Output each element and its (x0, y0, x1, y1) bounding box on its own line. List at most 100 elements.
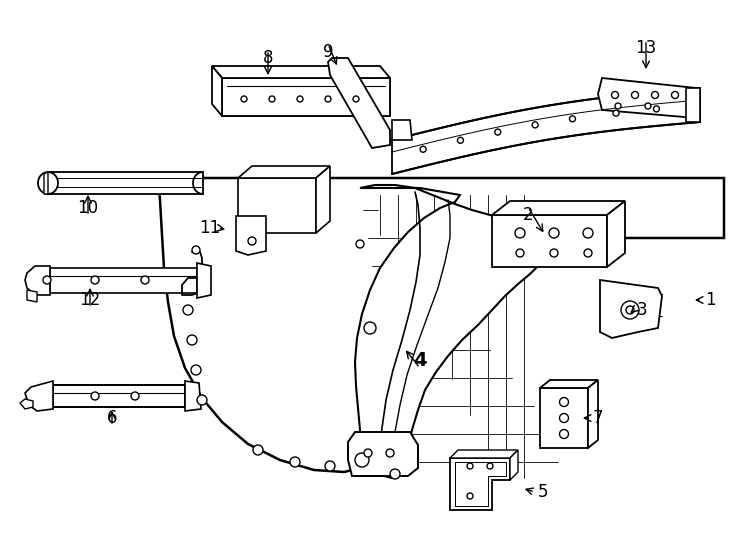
Circle shape (583, 228, 593, 238)
Polygon shape (607, 201, 625, 267)
Polygon shape (53, 385, 185, 407)
Polygon shape (450, 450, 518, 458)
Polygon shape (236, 216, 266, 255)
Circle shape (559, 397, 569, 407)
Polygon shape (540, 388, 588, 448)
Polygon shape (316, 166, 330, 233)
Circle shape (253, 445, 263, 455)
Polygon shape (392, 120, 412, 140)
Circle shape (672, 91, 678, 98)
Circle shape (611, 91, 619, 98)
Circle shape (192, 246, 200, 254)
Circle shape (325, 461, 335, 471)
Circle shape (559, 414, 569, 422)
Circle shape (364, 322, 376, 334)
Circle shape (353, 96, 359, 102)
Circle shape (645, 103, 651, 109)
Text: 9: 9 (323, 43, 333, 61)
Circle shape (269, 96, 275, 102)
Polygon shape (222, 78, 390, 116)
Text: 7: 7 (593, 409, 603, 427)
Polygon shape (185, 381, 201, 411)
Text: 12: 12 (79, 291, 101, 309)
Circle shape (91, 276, 99, 284)
Polygon shape (686, 88, 700, 122)
Circle shape (532, 122, 538, 128)
Polygon shape (25, 381, 53, 411)
Circle shape (325, 96, 331, 102)
Polygon shape (48, 172, 203, 194)
Circle shape (559, 429, 569, 438)
Circle shape (241, 96, 247, 102)
Polygon shape (238, 166, 330, 178)
Circle shape (131, 392, 139, 400)
Polygon shape (328, 58, 390, 148)
Polygon shape (197, 263, 211, 298)
Text: 2: 2 (523, 206, 534, 224)
Polygon shape (25, 266, 50, 295)
Text: 13: 13 (636, 39, 657, 57)
Circle shape (549, 228, 559, 238)
Circle shape (91, 392, 99, 400)
Circle shape (248, 237, 256, 245)
Text: 10: 10 (78, 199, 98, 217)
Circle shape (631, 91, 639, 98)
Polygon shape (392, 88, 700, 174)
Circle shape (356, 240, 364, 248)
Circle shape (386, 449, 394, 457)
Polygon shape (212, 66, 390, 78)
Circle shape (141, 276, 149, 284)
Circle shape (355, 451, 365, 461)
Polygon shape (355, 185, 558, 478)
Circle shape (467, 463, 473, 469)
Circle shape (390, 469, 400, 479)
Circle shape (626, 306, 634, 314)
Circle shape (191, 365, 201, 375)
Circle shape (364, 449, 372, 457)
Circle shape (183, 305, 193, 315)
Circle shape (613, 110, 619, 116)
Polygon shape (212, 66, 222, 116)
Polygon shape (600, 280, 662, 338)
Polygon shape (492, 215, 607, 267)
Circle shape (495, 129, 501, 135)
Polygon shape (27, 290, 37, 302)
Circle shape (621, 301, 639, 319)
Polygon shape (44, 172, 48, 194)
Circle shape (652, 91, 658, 98)
Circle shape (420, 146, 426, 152)
Circle shape (570, 116, 575, 122)
Polygon shape (158, 178, 724, 472)
Text: 5: 5 (538, 483, 548, 501)
Polygon shape (238, 178, 316, 233)
Circle shape (653, 106, 659, 112)
Circle shape (487, 463, 493, 469)
Polygon shape (20, 399, 33, 409)
Polygon shape (450, 458, 510, 510)
Circle shape (467, 493, 473, 499)
Circle shape (516, 249, 524, 257)
Polygon shape (510, 450, 518, 480)
Polygon shape (348, 432, 418, 476)
Circle shape (584, 249, 592, 257)
Circle shape (297, 96, 303, 102)
Polygon shape (540, 380, 598, 388)
Circle shape (197, 395, 207, 405)
Polygon shape (50, 268, 197, 293)
Ellipse shape (38, 172, 58, 194)
Text: 6: 6 (106, 409, 117, 427)
Circle shape (187, 335, 197, 345)
Circle shape (43, 276, 51, 284)
Circle shape (550, 249, 558, 257)
Polygon shape (588, 380, 598, 448)
Polygon shape (492, 201, 625, 215)
Text: 1: 1 (705, 291, 716, 309)
Text: 3: 3 (636, 301, 647, 319)
Polygon shape (598, 78, 698, 118)
Text: 4: 4 (413, 350, 426, 369)
Circle shape (457, 137, 463, 143)
Circle shape (615, 103, 621, 109)
Text: 11: 11 (200, 219, 221, 237)
Text: 8: 8 (263, 49, 273, 67)
Circle shape (290, 457, 300, 467)
